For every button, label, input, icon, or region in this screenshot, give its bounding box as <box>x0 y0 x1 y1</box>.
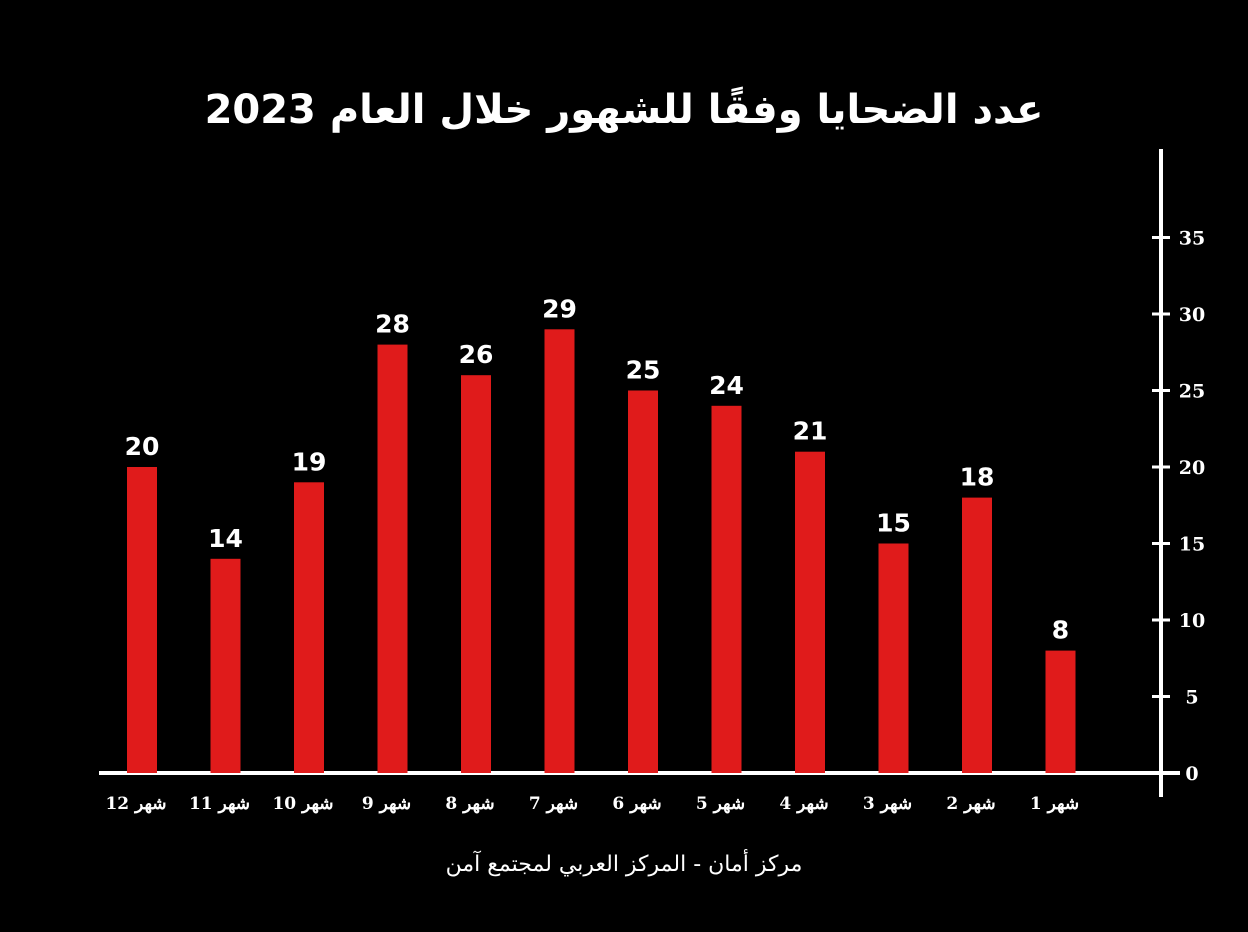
y-tick-label: 5 <box>1185 687 1198 709</box>
x-axis-labels-group: شهر 12 شهر 11 شهر 10 شهر 9 شهر 8 شهر 7 شهر 6 شه… <box>105 794 1079 814</box>
bar-value-label: 24 <box>709 371 744 400</box>
x-category-label: شهر 9 <box>362 794 411 814</box>
bar-value-label: 18 <box>960 463 995 492</box>
bar <box>1045 650 1076 773</box>
bar <box>962 497 992 773</box>
x-category-label: شهر 5 <box>696 794 745 814</box>
bar-value-label: 19 <box>292 447 327 476</box>
bar-value-label: 25 <box>626 356 661 385</box>
bar <box>878 543 909 773</box>
bar <box>461 375 491 773</box>
bar <box>210 558 241 773</box>
bar-value-label: 15 <box>876 509 911 538</box>
bar <box>127 467 157 773</box>
bar-value-label: 8 <box>1052 616 1069 645</box>
source-caption: مركز أمان - المركز العربي لمجتمع آمن <box>445 852 803 877</box>
bar-value-label: 29 <box>542 294 577 323</box>
x-category-label: شهر 1 <box>1030 794 1079 814</box>
bar <box>544 329 575 773</box>
bar <box>294 482 324 773</box>
bar-value-label: 26 <box>459 340 494 369</box>
bar <box>628 390 658 773</box>
x-category-label: شهر 12 <box>105 794 166 814</box>
x-category-label: شهر 2 <box>946 794 995 814</box>
x-category-label: شهر 7 <box>529 794 578 814</box>
bar <box>711 405 742 773</box>
bar <box>795 451 825 773</box>
data-labels-group: 20 14 19 28 26 29 25 24 21 15 18 8 <box>125 294 1070 644</box>
bar-value-label: 21 <box>793 417 828 446</box>
bar-value-label: 28 <box>375 310 410 339</box>
y-tick-label: 20 <box>1179 457 1205 479</box>
y-tick-label: 25 <box>1179 381 1205 403</box>
x-category-label: شهر 10 <box>272 794 333 814</box>
x-category-label: شهر 8 <box>445 794 494 814</box>
bar <box>377 344 408 773</box>
y-tick-label: 15 <box>1179 534 1205 556</box>
y-axis-ticks: 0 5 10 15 20 25 30 35 <box>1152 228 1205 785</box>
bar-value-label: 20 <box>125 432 160 461</box>
x-category-label: شهر 3 <box>863 794 912 814</box>
x-category-label: شهر 11 <box>189 794 250 814</box>
bars-group <box>127 329 1076 773</box>
chart-title: عدد الضحايا وفقًا للشهور خلال العام 2023 <box>204 87 1044 133</box>
y-tick-label: 0 <box>1185 763 1198 785</box>
y-tick-label: 30 <box>1179 304 1205 326</box>
bar-value-label: 14 <box>208 524 243 553</box>
y-tick-label: 35 <box>1179 228 1205 250</box>
y-tick-label: 10 <box>1179 610 1205 632</box>
x-category-label: شهر 6 <box>612 794 661 814</box>
x-category-label: شهر 4 <box>779 794 828 814</box>
